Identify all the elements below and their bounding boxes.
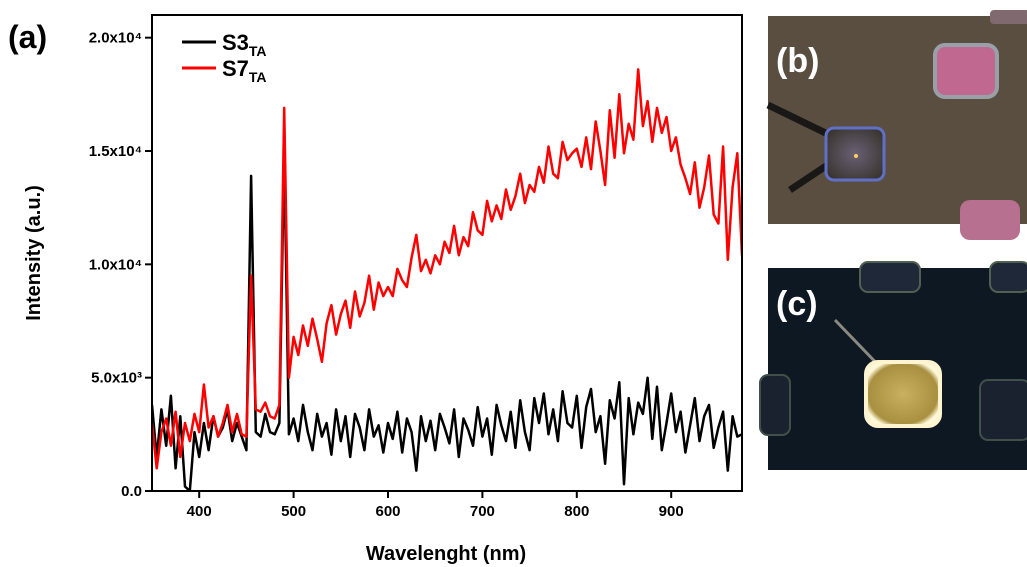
panel-label: (c) (776, 285, 818, 323)
x-tick-label: 500 (281, 503, 306, 520)
y-tick-label: 1.5x10⁴ (89, 143, 142, 160)
legend-subscript: TA (249, 69, 267, 85)
plot-frame (151, 14, 743, 492)
panel-label: (a) (8, 19, 47, 55)
x-axis-label: Wavelenght (nm) (366, 543, 526, 565)
photo-b: (b) (766, 10, 1027, 240)
legend-name: S3 (222, 30, 249, 55)
legend-label: S7TA (222, 56, 267, 85)
series-line (152, 68, 742, 470)
x-tick-label: 600 (375, 503, 400, 520)
y-tick-label: 5.0x10³ (91, 370, 142, 387)
legend-subscript: TA (249, 43, 267, 59)
y-axis-label: Intensity (a.u.) (23, 185, 45, 321)
panel-label: (b) (776, 42, 819, 80)
x-tick-label: 900 (659, 503, 684, 520)
legend-label: S3TA (222, 30, 267, 59)
y-tick-label: 2.0x10⁴ (89, 30, 142, 47)
x-tick-label: 800 (564, 503, 589, 520)
series-line (152, 147, 742, 491)
legend-name: S7 (222, 56, 249, 81)
photo-c: (c) (759, 261, 1027, 470)
y-tick-label: 0.0 (121, 483, 142, 500)
x-tick-label: 400 (187, 503, 212, 520)
plot-area (152, 68, 742, 491)
y-tick-label: 1.0x10⁴ (89, 256, 142, 273)
x-tick-label: 700 (470, 503, 495, 520)
chart: Wavelenght (nm) Intensity (a.u.) 0.0 5.0x… (23, 14, 743, 565)
